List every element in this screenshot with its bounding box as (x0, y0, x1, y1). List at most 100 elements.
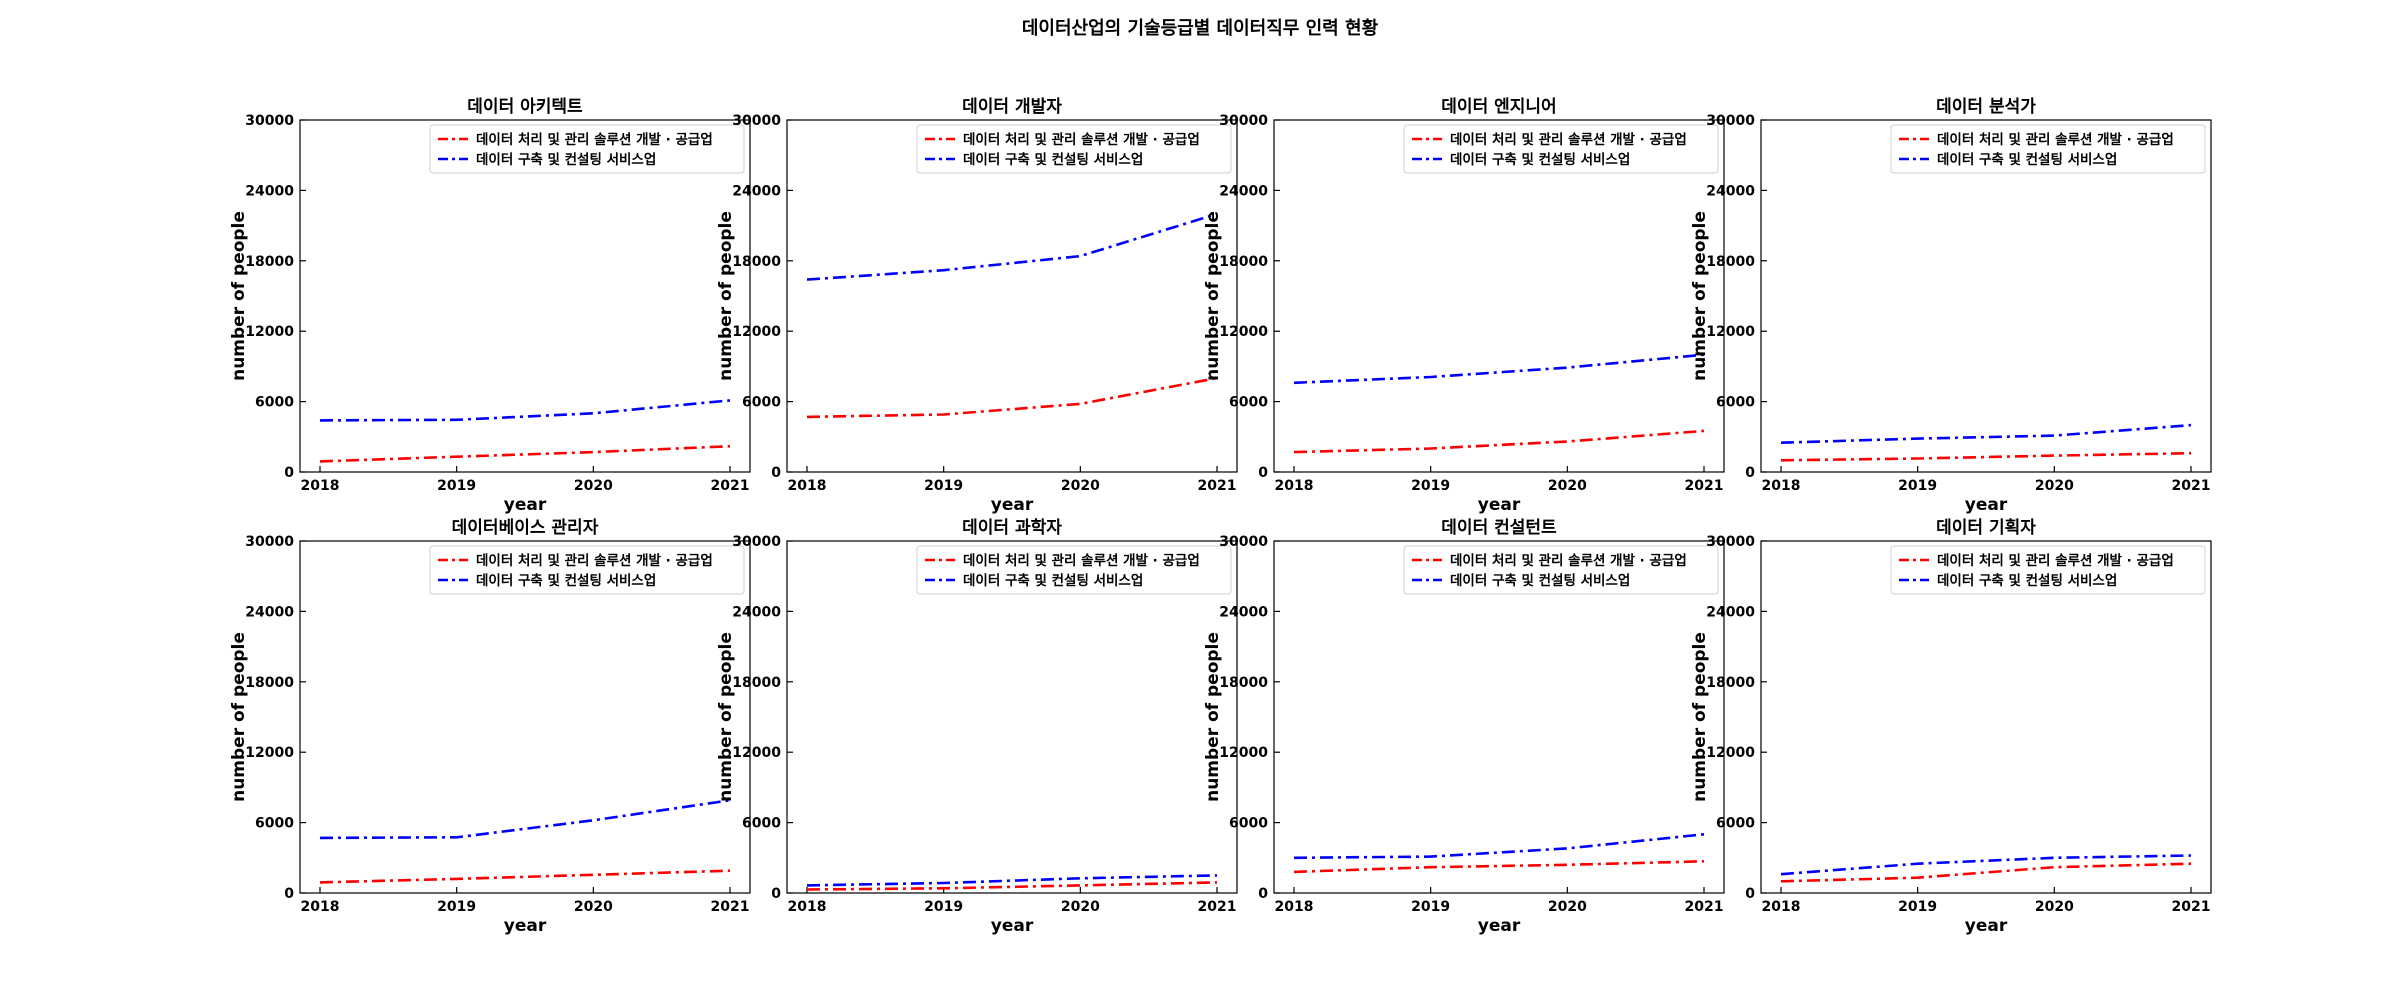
subplot-title: 데이터 컨설턴트 (1441, 518, 1557, 538)
legend-label: 데이터 처리 및 관리 솔루션 개발 · 공급업 (476, 131, 713, 148)
legend-box (916, 545, 1232, 595)
y-tick-label: 6000 (255, 816, 294, 832)
y-tick-label: 6000 (742, 395, 781, 411)
plot-frame (1273, 540, 1725, 894)
y-tick-label: 24000 (1219, 604, 1268, 620)
plot-frame (1760, 540, 2212, 894)
series-line-1 (1780, 451, 2192, 462)
legend-label: 데이터 처리 및 관리 솔루션 개발 · 공급업 (1937, 131, 2174, 148)
y-tick-label: 30000 (732, 113, 781, 129)
y-tick-label: 0 (1745, 465, 1755, 481)
series-line-2 (1780, 423, 2192, 444)
legend-box (1890, 545, 2206, 595)
legend-label: 데이터 처리 및 관리 솔루션 개발 · 공급업 (1450, 552, 1687, 569)
y-tick-label: 30000 (245, 113, 294, 129)
subplot-8: 0 6000 12000 18000 24000 30000 2018 2019 2020 202… (1690, 518, 2212, 936)
y-tick-label: 12000 (1219, 324, 1268, 340)
x-tick-label: 2019 (924, 899, 963, 915)
y-axis-title: number of people (229, 632, 249, 802)
y-tick-label: 24000 (732, 183, 781, 199)
series-line-1 (1293, 860, 1705, 874)
y-tick-label: 0 (771, 886, 781, 902)
y-tick-label: 24000 (732, 604, 781, 620)
legend-label: 데이터 처리 및 관리 솔루션 개발 · 공급업 (1937, 552, 2174, 569)
y-tick-label: 12000 (1706, 324, 1755, 340)
y-tick-label: 18000 (245, 254, 294, 270)
y-tick-label: 0 (284, 465, 294, 481)
y-tick-label: 12000 (732, 745, 781, 761)
subplot-title: 데이터 과학자 (962, 518, 1062, 538)
x-tick-label: 2021 (1198, 478, 1237, 494)
legend-box (429, 545, 745, 595)
x-tick-label: 2019 (924, 478, 963, 494)
x-tick-label: 2020 (574, 478, 613, 494)
x-tick-label: 2018 (788, 478, 827, 494)
y-tick-label: 6000 (255, 395, 294, 411)
subplot-6: 0 6000 12000 18000 24000 30000 2018 2019 2020 202… (716, 518, 1238, 936)
x-tick-label: 2019 (1411, 478, 1450, 494)
legend-label: 데이터 구축 및 컨설팅 서비스업 (1937, 572, 2117, 589)
legend-box (1890, 124, 2206, 174)
y-tick-label: 30000 (1706, 113, 1755, 129)
y-tick-label: 6000 (1716, 816, 1755, 832)
x-tick-label: 2020 (1061, 478, 1100, 494)
x-tick-label: 2018 (1762, 899, 1801, 915)
y-tick-label: 30000 (1706, 534, 1755, 550)
x-tick-label: 2021 (711, 478, 750, 494)
series-line-2 (806, 212, 1218, 281)
y-tick-label: 18000 (1219, 675, 1268, 691)
x-tick-label: 2020 (574, 899, 613, 915)
x-axis-title: year (1478, 495, 1521, 515)
y-axis-title: number of people (1203, 211, 1223, 381)
series-line-2 (1293, 833, 1705, 860)
y-axis-title: number of people (716, 632, 736, 802)
x-tick-label: 2018 (1275, 478, 1314, 494)
x-tick-label: 2021 (2172, 899, 2211, 915)
x-tick-label: 2020 (2035, 899, 2074, 915)
x-tick-label: 2020 (2035, 478, 2074, 494)
x-tick-label: 2020 (1061, 899, 1100, 915)
series-line-2 (1780, 854, 2192, 876)
subplot-title: 데이터베이스 관리자 (452, 518, 599, 538)
plot-frame (299, 540, 751, 894)
y-tick-label: 30000 (1219, 534, 1268, 550)
x-tick-label: 2019 (1411, 899, 1450, 915)
series-line-1 (1780, 862, 2192, 883)
x-tick-label: 2020 (1548, 899, 1587, 915)
subplot-title: 데이터 기획자 (1936, 518, 2036, 538)
y-tick-label: 6000 (742, 816, 781, 832)
subplot-4: 0 6000 12000 18000 24000 30000 2018 2019 2020 202… (1690, 97, 2212, 515)
x-tick-label: 2018 (1275, 899, 1314, 915)
y-tick-label: 30000 (1219, 113, 1268, 129)
legend-label: 데이터 구축 및 컨설팅 서비스업 (476, 572, 656, 589)
y-axis-title: number of people (716, 211, 736, 381)
x-tick-label: 2018 (1762, 478, 1801, 494)
series-line-2 (319, 799, 731, 840)
y-tick-label: 18000 (245, 675, 294, 691)
y-tick-label: 0 (771, 465, 781, 481)
subplot-title: 데이터 개발자 (962, 97, 1062, 117)
legend-label: 데이터 구축 및 컨설팅 서비스업 (476, 151, 656, 168)
x-axis-title: year (1965, 916, 2008, 936)
x-tick-label: 2019 (1898, 899, 1937, 915)
x-tick-label: 2020 (1548, 478, 1587, 494)
x-tick-label: 2021 (1685, 899, 1724, 915)
x-axis-title: year (504, 916, 547, 936)
series-line-2 (1293, 353, 1705, 385)
legend-label: 데이터 구축 및 컨설팅 서비스업 (963, 572, 1143, 589)
plot-frame (786, 540, 1238, 894)
legend-label: 데이터 처리 및 관리 솔루션 개발 · 공급업 (963, 552, 1200, 569)
y-axis-title: number of people (1690, 211, 1710, 381)
y-tick-label: 30000 (732, 534, 781, 550)
legend-label: 데이터 처리 및 관리 솔루션 개발 · 공급업 (963, 131, 1200, 148)
y-tick-label: 6000 (1716, 395, 1755, 411)
legend-label: 데이터 구축 및 컨설팅 서비스업 (963, 151, 1143, 168)
y-tick-label: 6000 (1229, 816, 1268, 832)
y-tick-label: 24000 (1706, 183, 1755, 199)
series-line-2 (806, 874, 1218, 887)
